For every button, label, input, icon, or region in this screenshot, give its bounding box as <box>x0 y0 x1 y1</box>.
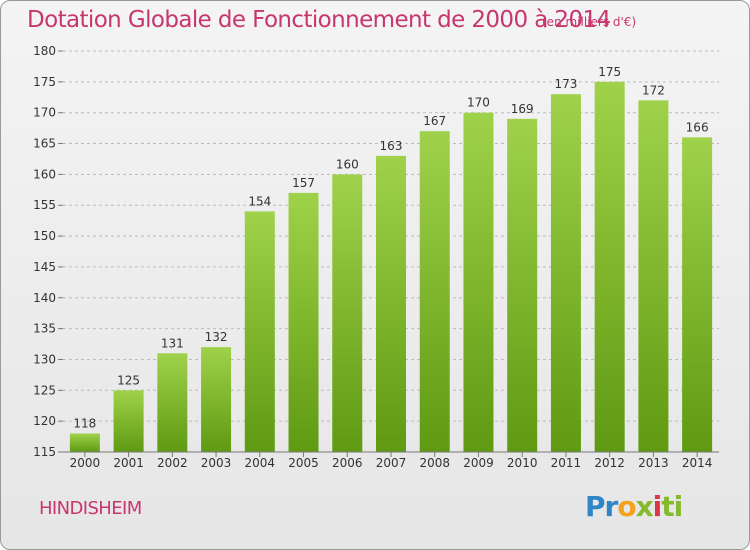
y-tick-label: 170 <box>33 106 56 120</box>
proxiti-logo[interactable]: Proxiti <box>585 490 683 523</box>
x-tick-label: 2011 <box>551 456 582 470</box>
bar-value-label: 172 <box>642 83 665 97</box>
bar <box>682 137 713 452</box>
x-tick-label: 2014 <box>682 456 713 470</box>
bar-value-label: 170 <box>467 96 490 110</box>
x-tick-label: 2013 <box>638 456 669 470</box>
x-tick-label: 2009 <box>463 456 494 470</box>
logo-part-3: x <box>635 490 654 523</box>
logo-part-4: i <box>652 490 663 523</box>
y-tick-label: 145 <box>33 260 56 274</box>
bar <box>463 112 494 452</box>
bar <box>550 94 581 452</box>
logo-part-2: o <box>617 490 636 523</box>
y-tick-label: 130 <box>33 352 56 366</box>
bar <box>419 131 450 452</box>
bar-value-label: 166 <box>686 120 709 134</box>
bar-value-label: 157 <box>292 176 315 190</box>
bar <box>638 100 669 452</box>
bar <box>376 155 406 452</box>
y-tick-label: 175 <box>33 75 56 89</box>
x-tick-label: 2004 <box>245 456 276 470</box>
logo-part-1: Pr <box>585 490 618 523</box>
y-tick-label: 115 <box>33 445 56 459</box>
y-tick-label: 150 <box>33 229 56 243</box>
chart-unit: (en milliers d'€) <box>542 15 637 29</box>
x-tick-label: 2006 <box>332 456 363 470</box>
bars: 118 125 131 132 154 157 160 163 167 170 169 173 175 1… <box>69 65 713 452</box>
bar-value-label: 173 <box>554 77 577 91</box>
bar-value-label: 118 <box>73 416 96 430</box>
y-tick-label: 165 <box>33 137 56 151</box>
bar <box>113 390 144 452</box>
x-axis-ticks: 2000 2001 2002 2003 2004 2005 2006 2007 2008 2009… <box>70 452 713 470</box>
bar-value-label: 175 <box>598 65 621 79</box>
y-tick-label: 160 <box>33 167 56 181</box>
bar-value-label: 167 <box>423 114 446 128</box>
bar-value-label: 132 <box>205 330 228 344</box>
bar-value-label: 169 <box>511 102 534 116</box>
bar <box>201 347 232 452</box>
y-tick-label: 135 <box>33 322 56 336</box>
x-tick-label: 2012 <box>594 456 625 470</box>
x-tick-label: 2010 <box>507 456 538 470</box>
y-tick-label: 180 <box>33 44 56 58</box>
x-tick-label: 2000 <box>70 456 101 470</box>
bar <box>69 433 100 452</box>
bar-value-label: 163 <box>380 139 403 153</box>
bar <box>157 353 188 452</box>
y-tick-label: 140 <box>33 291 56 305</box>
bar-value-label: 154 <box>248 194 271 208</box>
logo-part-5: ti <box>661 490 683 523</box>
x-tick-label: 2003 <box>201 456 232 470</box>
x-tick-label: 2001 <box>113 456 144 470</box>
bar <box>332 174 363 452</box>
x-tick-label: 2005 <box>288 456 319 470</box>
y-axis-ticks: 115 120 125 130 135 140 145 150 155 160 165 170 175 1… <box>33 44 63 459</box>
bar-value-label: 131 <box>161 336 184 350</box>
bar <box>288 192 319 452</box>
bar <box>507 118 538 452</box>
y-tick-label: 125 <box>33 383 56 397</box>
y-tick-label: 155 <box>33 198 56 212</box>
commune-name: HINDISHEIM <box>39 498 142 519</box>
bar-value-label: 125 <box>117 373 140 387</box>
x-tick-label: 2002 <box>157 456 188 470</box>
y-tick-label: 120 <box>33 414 56 428</box>
chart-title: Dotation Globale de Fonctionnement de 20… <box>27 7 611 33</box>
bar <box>244 211 275 452</box>
x-tick-label: 2007 <box>376 456 407 470</box>
x-tick-label: 2008 <box>419 456 450 470</box>
bar-value-label: 160 <box>336 157 359 171</box>
bar <box>594 81 625 452</box>
